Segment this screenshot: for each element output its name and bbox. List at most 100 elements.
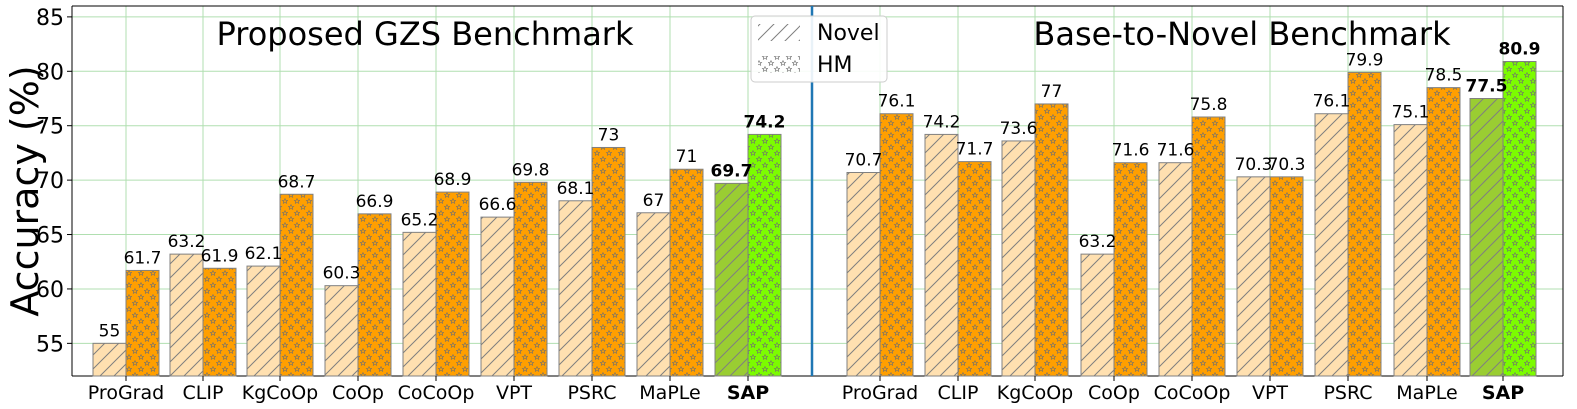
bar-hm-hatch	[669, 168, 704, 377]
bar-novel-hatch	[558, 200, 593, 377]
value-label-hm: 79.9	[1346, 50, 1384, 70]
x-tick-label: SAP	[727, 382, 769, 404]
value-label-novel: 68.1	[557, 179, 595, 199]
value-label-novel: 73.6	[1000, 119, 1038, 139]
legend-swatch-novel	[758, 24, 800, 41]
value-label-novel: 71.6	[1157, 141, 1195, 161]
bar-novel-hatch	[714, 182, 749, 377]
x-tick-label: CoCoOp	[398, 382, 475, 404]
y-tick-label: 55	[36, 332, 64, 357]
value-label-hm: 77	[1041, 82, 1063, 102]
bar-novel-hatch	[169, 253, 204, 377]
bar-hm-hatch	[1347, 71, 1382, 377]
bar-hm-hatch	[513, 181, 548, 377]
x-tick-label: KgCoOp	[997, 382, 1073, 404]
x-tick-label: KgCoOp	[242, 382, 318, 404]
value-label-hm: 80.9	[1499, 40, 1541, 60]
value-label-novel: 63.2	[1079, 232, 1117, 252]
value-label-novel: 67	[643, 191, 665, 211]
value-label-novel: 60.3	[323, 264, 361, 284]
value-label-novel: 70.3	[1235, 155, 1273, 175]
x-tick-label: MaPLe	[639, 382, 700, 404]
legend-label-novel: Novel	[817, 21, 880, 46]
bar-novel-hatch	[1393, 124, 1428, 377]
value-label-hm: 78.5	[1425, 66, 1463, 86]
value-label-hm: 71.7	[956, 140, 994, 160]
value-label-novel: 77.5	[1466, 77, 1508, 97]
value-label-hm: 71	[676, 147, 698, 167]
value-label-novel: 69.7	[711, 161, 753, 181]
bar-hm-hatch	[435, 191, 470, 377]
value-label-novel: 63.2	[168, 232, 206, 252]
bar-novel-hatch	[1158, 162, 1193, 377]
bar-novel-hatch	[1001, 140, 1036, 377]
bar-hm-hatch	[957, 161, 992, 377]
value-label-novel: 62.1	[245, 244, 283, 264]
bar-novel-hatch	[846, 172, 881, 377]
bar-novel-hatch	[92, 342, 127, 377]
value-label-hm: 75.8	[1190, 95, 1228, 115]
value-label-novel: 65.2	[401, 210, 439, 230]
x-axis-ticks: ProGrad CLIP KgCoOp CoOp CoCoOp VPT PSRC MaPLe S…	[88, 376, 1524, 404]
y-tick-label: 60	[36, 278, 64, 303]
x-tick-label: SAP	[1482, 382, 1524, 404]
bar-hm-hatch	[1269, 176, 1304, 377]
bar-novel-hatch	[246, 265, 281, 377]
y-tick-label: 75	[36, 115, 64, 140]
value-label-hm: 61.9	[201, 246, 239, 266]
y-axis-label: Accuracy (%)	[3, 65, 47, 316]
bar-novel-hatch	[1314, 113, 1349, 377]
value-label-novel: 55	[99, 321, 121, 341]
value-label-novel: 66.6	[479, 195, 517, 215]
legend-swatch-hm	[758, 56, 800, 73]
bar-hm-hatch	[1113, 162, 1148, 377]
bar-hm-hatch	[879, 113, 914, 377]
value-label-hm: 70.3	[1268, 155, 1306, 175]
x-tick-label: CLIP	[183, 382, 224, 404]
bar-hm-hatch	[1502, 61, 1537, 377]
legend-label-hm: HM	[817, 53, 853, 78]
value-label-hm: 76.1	[878, 92, 916, 112]
x-tick-label: MaPLe	[1396, 382, 1457, 404]
bar-hm-hatch	[357, 213, 392, 377]
bar-novel-hatch	[636, 212, 671, 377]
value-label-hm: 74.2	[744, 112, 786, 132]
x-tick-label: CoCoOp	[1154, 382, 1231, 404]
legend: Novel HM	[750, 15, 888, 83]
value-label-hm: 73	[598, 125, 620, 145]
bar-novel-hatch	[1236, 176, 1271, 377]
x-tick-label: VPT	[496, 382, 532, 404]
value-label-hm: 61.7	[124, 248, 162, 268]
value-label-novel: 75.1	[1392, 103, 1430, 123]
bars	[92, 61, 1537, 377]
value-label-novel: 76.1	[1313, 92, 1351, 112]
value-label-novel: 70.7	[845, 151, 883, 171]
value-label-novel: 74.2	[923, 112, 961, 132]
x-tick-label: ProGrad	[88, 382, 164, 404]
x-tick-label: CLIP	[938, 382, 979, 404]
bar-hm-hatch	[591, 146, 626, 377]
bar-hm-hatch	[1034, 103, 1069, 377]
y-tick-label: 65	[36, 224, 64, 249]
value-label-hm: 69.8	[512, 160, 550, 180]
panel-title-base-to-novel: Base-to-Novel Benchmark	[1033, 15, 1451, 53]
panel-title-gzs: Proposed GZS Benchmark	[217, 15, 634, 53]
bar-novel-hatch	[324, 285, 359, 377]
y-tick-label: 85	[36, 6, 64, 31]
value-label-hm: 68.9	[434, 170, 472, 190]
bar-hm-hatch	[202, 267, 237, 377]
bar-novel-hatch	[1469, 98, 1504, 377]
x-tick-label: PSRC	[1323, 382, 1372, 404]
bar-novel-hatch	[402, 231, 437, 377]
bar-novel-hatch	[924, 133, 959, 377]
x-tick-label: ProGrad	[842, 382, 918, 404]
bar-novel-hatch	[1080, 253, 1115, 377]
y-tick-label: 70	[36, 169, 64, 194]
y-axis-ticks: 55 60 65 70 75 80 85	[36, 6, 72, 357]
value-label-hm: 71.6	[1112, 141, 1150, 161]
bar-novel-hatch	[480, 216, 515, 377]
x-tick-label: CoOp	[332, 382, 384, 404]
bar-hm-hatch	[1191, 116, 1226, 377]
